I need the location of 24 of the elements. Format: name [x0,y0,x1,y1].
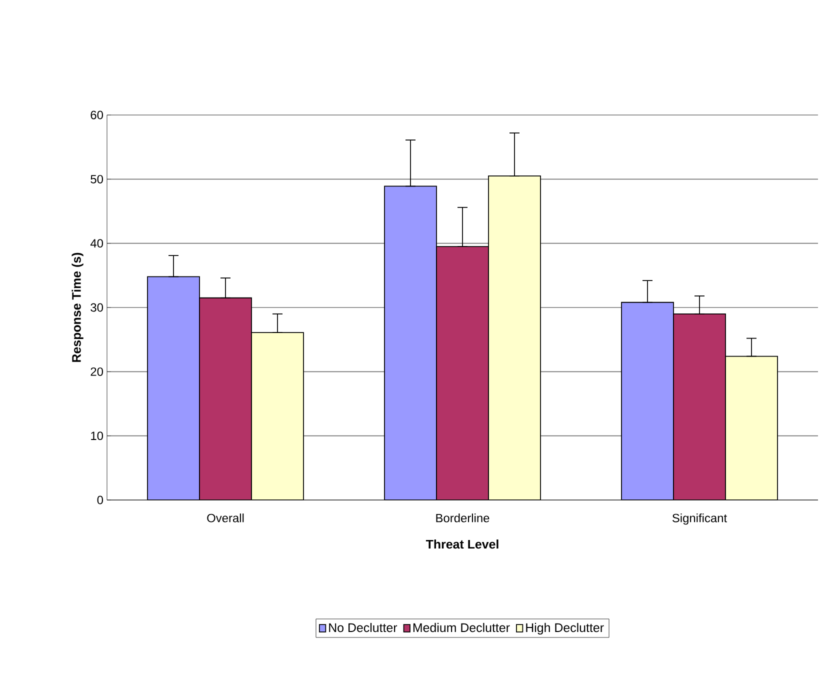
legend-label: No Declutter [329,622,398,632]
y-tick-label: 40 [90,239,104,248]
y-tick-label: 50 [90,174,104,184]
x-tick-label: Overall [207,514,244,522]
legend-label: High Declutter [526,622,604,635]
bar [436,246,489,500]
bar [725,356,778,500]
bar [621,302,674,500]
y-tick-label: 0 [97,496,104,504]
bar [199,297,252,500]
legend-label: Medium Declutter [413,622,510,632]
bar [488,176,541,500]
x-tick-label: Borderline [436,514,490,522]
x-axis-title: Threat Level [426,539,498,549]
y-tick-label: 10 [91,432,104,440]
y-tick-label: 60 [90,110,104,120]
y-tick-label: 30 [90,303,104,312]
bar [251,332,304,500]
y-axis-title: Response Time (s) [72,252,84,362]
bar [147,276,200,500]
bar [384,186,437,500]
x-tick-label: Significant [672,514,727,525]
bar [673,313,726,500]
y-tick-label: 20 [90,367,104,376]
